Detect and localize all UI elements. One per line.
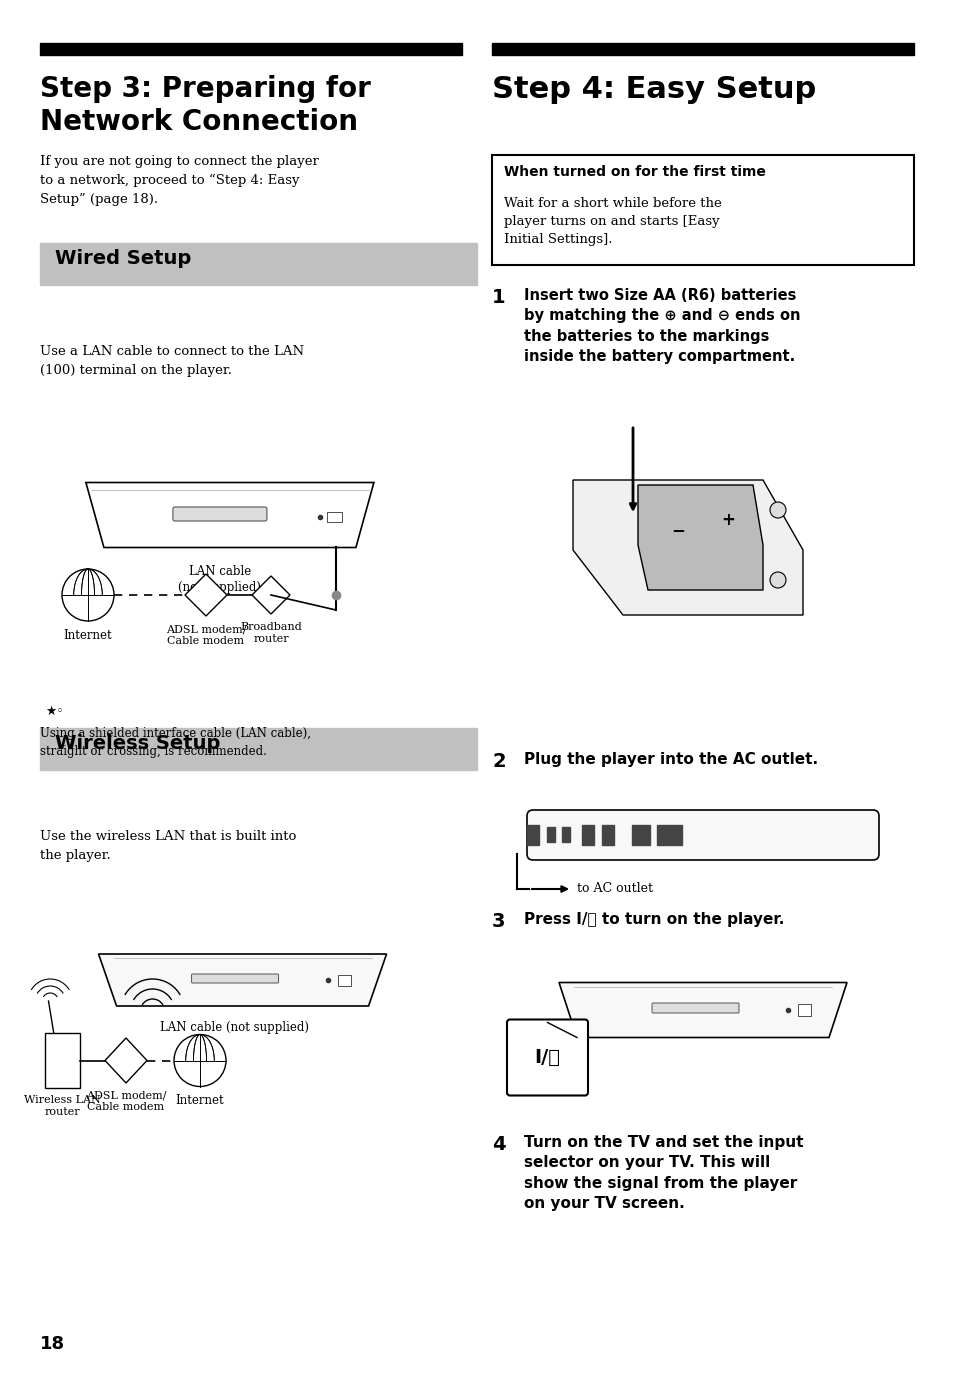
Text: Step 3: Preparing for: Step 3: Preparing for [40,76,371,103]
Text: Wait for a short while before the
player turns on and starts [Easy
Initial Setti: Wait for a short while before the player… [503,196,721,246]
Bar [657,825,681,844]
Text: Broadband
router: Broadband router [240,622,301,644]
FancyBboxPatch shape [172,507,267,520]
Polygon shape [638,485,762,590]
Text: Network Connection: Network Connection [40,108,357,136]
Text: Press I/⏻ to turn on the player.: Press I/⏻ to turn on the player. [523,912,783,927]
Text: When turned on for the first time: When turned on for the first time [503,165,765,178]
Text: 18: 18 [40,1335,65,1352]
Text: Wired Setup: Wired Setup [55,249,191,268]
Text: −: − [670,520,684,540]
Bar [327,512,341,522]
Text: +: + [720,511,734,529]
Bar [40,43,461,55]
Text: Wireless Setup: Wireless Setup [55,735,220,752]
Circle shape [769,503,785,518]
Bar [581,825,594,844]
Text: Using a shielded interface cable (LAN cable),
straight or crossing, is recommend: Using a shielded interface cable (LAN ca… [40,726,311,758]
FancyBboxPatch shape [506,1020,587,1096]
Text: I/⏻: I/⏻ [534,1048,560,1067]
Bar [40,728,476,770]
Text: Wireless LAN
router: Wireless LAN router [24,1096,101,1118]
Text: Internet: Internet [64,629,112,643]
Text: to AC outlet: to AC outlet [577,883,652,895]
Text: 3: 3 [492,912,505,931]
Bar [601,825,614,844]
Text: Plug the player into the AC outlet.: Plug the player into the AC outlet. [523,752,818,768]
Text: If you are not going to connect the player
to a network, proceed to “Step 4: Eas: If you are not going to connect the play… [40,155,318,206]
FancyBboxPatch shape [526,810,878,859]
Text: ★◦: ★◦ [45,704,64,718]
FancyBboxPatch shape [45,1032,80,1087]
Text: LAN cable (not supplied): LAN cable (not supplied) [160,1022,309,1034]
Text: LAN cable
(not supplied): LAN cable (not supplied) [178,566,261,595]
Polygon shape [573,481,802,615]
Polygon shape [98,954,386,1006]
Bar [40,243,476,286]
Bar [797,1004,810,1016]
Text: Use a LAN cable to connect to the LAN
(100) terminal on the player.: Use a LAN cable to connect to the LAN (1… [40,345,304,378]
Text: 1: 1 [492,288,505,308]
Text: ADSL modem/
Cable modem: ADSL modem/ Cable modem [86,1090,166,1112]
Bar [631,825,649,844]
Text: 4: 4 [492,1135,505,1153]
Polygon shape [86,482,374,548]
Text: ADSL modem/
Cable modem: ADSL modem/ Cable modem [166,623,246,647]
Bar [526,825,538,844]
Bar [337,975,350,986]
Bar [561,828,569,843]
Polygon shape [252,577,290,614]
FancyBboxPatch shape [492,155,913,265]
Text: Step 4: Easy Setup: Step 4: Easy Setup [492,76,816,104]
Text: 2: 2 [492,752,505,772]
Polygon shape [185,574,227,616]
Polygon shape [105,1038,147,1083]
Text: Turn on the TV and set the input
selector on your TV. This will
show the signal : Turn on the TV and set the input selecto… [523,1135,802,1211]
Circle shape [769,573,785,588]
Bar [492,43,913,55]
Text: Internet: Internet [175,1094,224,1108]
FancyBboxPatch shape [192,973,278,983]
Bar [546,828,555,843]
Polygon shape [558,983,846,1038]
FancyBboxPatch shape [651,1004,739,1013]
Text: Use the wireless LAN that is built into
the player.: Use the wireless LAN that is built into … [40,831,296,862]
Text: Insert two Size AA (R6) batteries
by matching the ⊕ and ⊖ ends on
the batteries : Insert two Size AA (R6) batteries by mat… [523,288,800,364]
